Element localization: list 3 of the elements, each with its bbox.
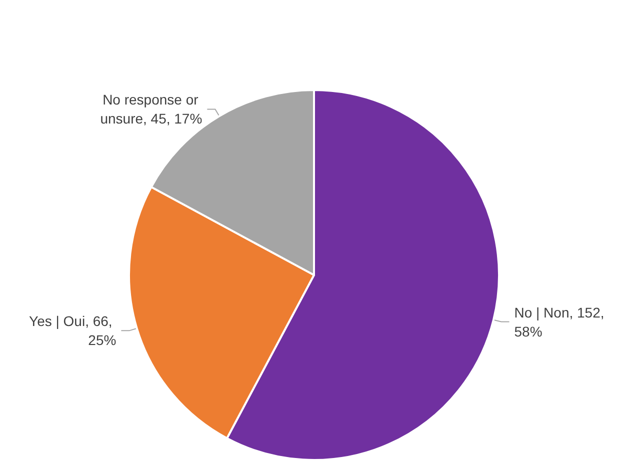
slice-label: No response or unsure, 45, 17% [100,92,202,127]
slice-label: Yes | Oui, 66, 25% [29,313,116,348]
slice-label: No | Non, 152, 58% [514,304,608,340]
